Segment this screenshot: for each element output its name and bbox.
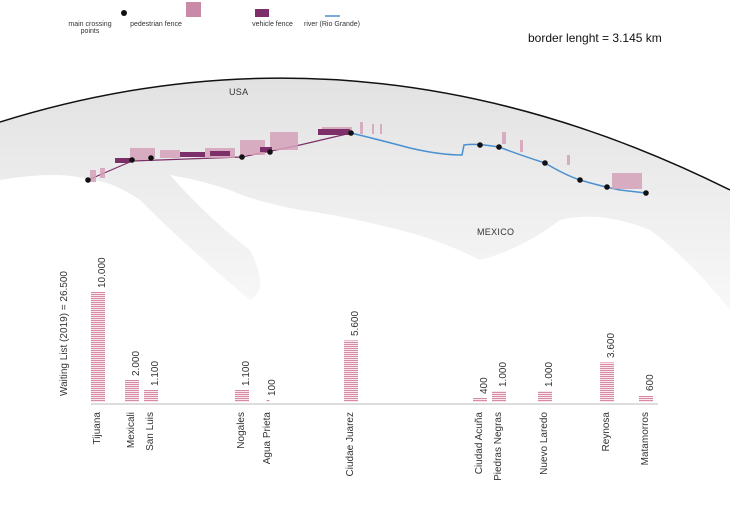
value-label: 2.000 xyxy=(131,350,142,376)
value-label: 1.000 xyxy=(544,361,555,387)
pedestrian-fence-segment xyxy=(360,122,363,134)
vehicle-fence-segment xyxy=(260,147,272,152)
value-label: 1.100 xyxy=(241,360,252,386)
bar-san-luis xyxy=(144,389,158,402)
category-label: Nuevo Laredo xyxy=(539,412,550,475)
category-label: Reynosa xyxy=(601,412,612,452)
y-axis-label: Waiting List (2019) = 26.500 xyxy=(59,271,70,396)
legend-crossing-label: main crossing points xyxy=(68,21,112,35)
bar-reynosa xyxy=(600,362,614,402)
pedestrian-fence-segment xyxy=(270,132,298,150)
vehicle-fence-segment xyxy=(115,158,130,163)
value-label: 100 xyxy=(267,379,278,396)
bar-nogales xyxy=(235,389,249,402)
bar-matamorros xyxy=(639,395,653,402)
category-label: Ciudae Juarez xyxy=(345,412,356,477)
category-label: Ciudad Acuña xyxy=(474,412,485,475)
pedestrian-fence-icon xyxy=(186,2,201,17)
pedestrian-fence-segment xyxy=(502,132,506,144)
crossing-point xyxy=(129,157,135,163)
category-label: Agua Prieta xyxy=(262,412,273,465)
crossing-point xyxy=(348,130,354,136)
crossing-point xyxy=(577,177,583,183)
value-label: 1.100 xyxy=(150,360,161,386)
land-mass xyxy=(0,78,730,310)
crossing-point xyxy=(496,144,502,150)
legend-river-label: river (Rio Grande) xyxy=(303,21,360,28)
vehicle-fence-segment xyxy=(180,152,205,157)
pedestrian-fence-segment xyxy=(380,124,382,134)
black-dot-icon xyxy=(121,10,127,16)
category-label: Nogales xyxy=(236,412,247,449)
bar-nuevo-laredo xyxy=(538,391,552,402)
vehicle-fence-segment xyxy=(318,129,350,135)
crossing-point xyxy=(604,184,610,190)
crossing-point xyxy=(239,154,245,160)
pedestrian-fence-segment xyxy=(160,150,180,158)
value-label: 10.000 xyxy=(97,257,108,288)
bar-ciudae-juarez xyxy=(344,340,358,402)
crossing-point xyxy=(542,160,548,166)
value-label: 600 xyxy=(645,374,656,392)
bar-tijuana xyxy=(91,292,105,402)
crossing-point xyxy=(643,190,649,196)
category-label: Piedras Negras xyxy=(493,412,504,481)
bar-mexicali xyxy=(125,380,139,402)
value-label: 3.600 xyxy=(606,333,617,359)
category-label: Tijuana xyxy=(92,412,103,445)
pedestrian-fence-segment xyxy=(90,170,96,182)
vehicle-fence-segment xyxy=(210,151,230,156)
legend-vehicle-label: vehicle fence xyxy=(252,21,293,28)
crossing-points xyxy=(85,130,649,196)
legend-pedestrian-label: pedestrian fence xyxy=(130,21,182,28)
category-label: Matamorros xyxy=(640,412,651,466)
category-label: Mexicali xyxy=(126,412,137,449)
border-length: border lenght = 3.145 km xyxy=(528,31,662,45)
value-label: 1.000 xyxy=(498,361,509,387)
category-label: San Luis xyxy=(145,412,156,451)
vehicle-fence-icon xyxy=(255,9,269,17)
crossing-point xyxy=(267,149,273,155)
crossing-point xyxy=(148,155,154,161)
crossing-point xyxy=(477,142,483,148)
globe-horizon xyxy=(0,77,730,191)
pedestrian-fence-segment xyxy=(520,140,523,152)
pedestrian-fence-segment xyxy=(100,168,105,178)
pedestrian-fence-segment xyxy=(240,140,265,155)
crossing-point xyxy=(85,177,91,183)
pedestrian-fence-segment xyxy=(567,155,570,165)
bar-piedras-negras xyxy=(492,391,506,402)
label-mexico: MEXICO xyxy=(477,227,515,237)
value-label: 5.600 xyxy=(350,311,361,337)
pedestrian-fence-segment xyxy=(612,173,642,189)
bar-agua-prieta xyxy=(266,400,270,402)
value-label: 400 xyxy=(479,376,490,394)
bar-ciudad-acuña xyxy=(473,397,487,402)
pedestrian-fence-segment xyxy=(372,124,374,134)
label-usa: USA xyxy=(229,87,249,97)
